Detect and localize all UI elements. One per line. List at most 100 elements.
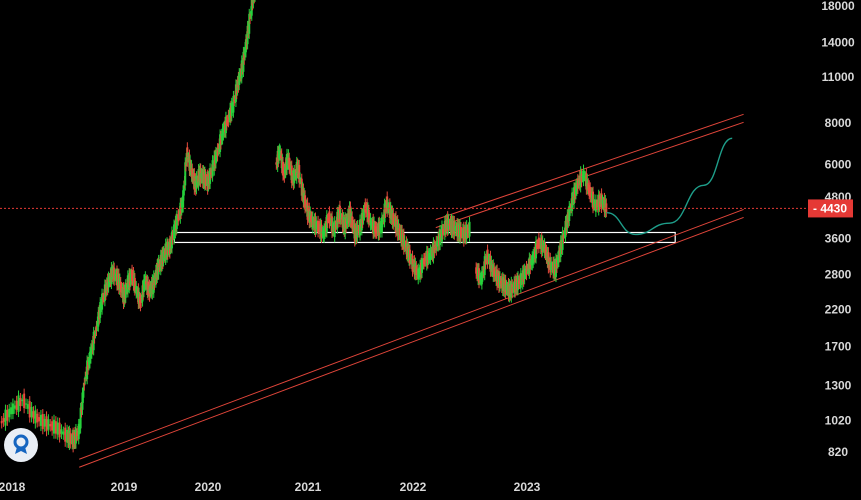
price-series-1-candle: [66, 429, 69, 443]
price-series-2-candle: [275, 162, 278, 165]
price-series-1-candle: [225, 120, 228, 126]
price-series-1-candle: [83, 383, 86, 386]
price-series-1-candle: [186, 147, 189, 162]
price-series-1-candle: [177, 214, 180, 221]
price-series-2-candle: [367, 209, 370, 223]
price-series-1-candle: [93, 335, 96, 339]
price-series-2-candle: [421, 259, 424, 273]
price-series-1-candle: [94, 332, 97, 334]
price-series-1-candle: [177, 213, 180, 217]
price-series-3-candle: [580, 173, 583, 183]
price-series-2-candle: [383, 203, 386, 223]
price-series-1-candle: [227, 114, 230, 123]
x-tick-label: 2020: [195, 480, 222, 494]
price-series-2-candle: [333, 221, 336, 238]
price-series-1-candle: [209, 172, 212, 175]
price-series-2-candle: [290, 165, 293, 184]
price-series-1-candle: [144, 276, 147, 286]
price-series-1-candle: [21, 399, 24, 402]
price-series-1-candle: [77, 423, 80, 440]
price-series-1-candle: [124, 284, 127, 298]
price-series-1-candle: [99, 302, 102, 318]
price-series-1-candle: [233, 100, 236, 102]
price-series-1-candle: [30, 406, 33, 418]
price-series-1-candle: [246, 25, 249, 45]
price-series-1-candle: [39, 414, 42, 426]
price-series-2-candle: [403, 240, 406, 247]
price-series-1-candle: [249, 17, 252, 19]
price-series-2-candle: [441, 228, 444, 235]
price-series-1-candle: [15, 400, 18, 410]
price-series-1-candle: [184, 162, 187, 186]
price-series-3-candle: [525, 265, 528, 276]
current-price-label: - 4430: [813, 201, 847, 215]
price-series-2-candle: [328, 211, 331, 224]
price-series-3-candle: [605, 203, 608, 213]
price-series-1-candle: [250, 0, 253, 16]
price-series-1-candle: [43, 418, 46, 427]
lower-channel-line-b: [79, 216, 744, 468]
price-series-1-candle: [13, 405, 16, 409]
price-series-2-candle: [392, 213, 395, 225]
price-series-1-candle: [157, 259, 160, 275]
x-tick-label: 2022: [400, 480, 427, 494]
price-series-3-candle: [519, 273, 522, 288]
y-tick-label: 2200: [825, 302, 852, 316]
price-series-1-candle: [244, 39, 247, 53]
price-series-1-candle: [135, 285, 138, 294]
price-series-2-candle: [384, 205, 387, 213]
price-series-2-candle: [315, 221, 318, 230]
price-series-1-candle: [242, 51, 245, 72]
price-series-1-candle: [232, 95, 235, 113]
price-series-1-candle: [81, 392, 84, 410]
y-tick-label: 1300: [825, 378, 852, 392]
price-series-2-candle: [326, 218, 329, 223]
price-series-3-candle: [537, 237, 540, 249]
price-series-3-candle: [484, 258, 487, 265]
price-series-1-candle: [184, 164, 187, 167]
price-series-1-candle: [62, 431, 65, 435]
price-series-3-candle: [523, 268, 526, 280]
price-series-3-candle: [535, 241, 538, 259]
price-series-2-candle: [298, 164, 301, 183]
price-series-2-candle: [359, 219, 362, 236]
price-series-2-candle: [293, 169, 296, 184]
price-series-1-candle: [175, 215, 178, 229]
price-series-1-candle: [58, 422, 61, 438]
price-series-1-candle: [170, 231, 173, 249]
logo-icon[interactable]: [4, 428, 38, 462]
price-series-1-candle: [82, 387, 85, 398]
price-series-1-candle: [87, 361, 90, 370]
price-series-1-candle: [182, 185, 185, 196]
price-series-1-candle: [101, 293, 104, 310]
price-series-1-candle: [140, 299, 143, 303]
price-series-1-candle: [49, 424, 52, 427]
price-series-1-candle: [23, 393, 26, 409]
price-series-2-candle: [459, 227, 462, 238]
price-series-3-candle: [481, 270, 484, 277]
x-tick-label: 2018: [0, 480, 26, 494]
price-series-1-candle: [53, 419, 55, 434]
price-series-2-candle: [286, 153, 288, 170]
price-series-3-candle: [511, 284, 514, 294]
price-series-1-candle: [0, 421, 3, 424]
projection-curve: [606, 137, 733, 236]
price-series-2-candle: [334, 225, 337, 227]
price-series-1-candle: [56, 422, 59, 435]
price-series-1-candle: [69, 433, 72, 444]
y-tick-label: 14000: [821, 35, 855, 49]
price-series-1-candle: [171, 234, 174, 240]
price-series-3-candle: [480, 271, 483, 285]
price-series-1-candle: [38, 417, 41, 422]
price-series-1-candle: [45, 416, 48, 432]
price-series-1-candle: [54, 421, 57, 434]
price-series-3-candle: [576, 179, 579, 189]
price-series-1-candle: [79, 407, 82, 429]
price-series-2-candle: [279, 150, 282, 156]
price-series-1-candle: [204, 174, 207, 185]
price-series-3-candle: [571, 192, 574, 212]
price-series-3-candle: [561, 231, 564, 250]
price-series-1-candle: [216, 148, 219, 157]
price-series-1-candle: [211, 160, 214, 177]
